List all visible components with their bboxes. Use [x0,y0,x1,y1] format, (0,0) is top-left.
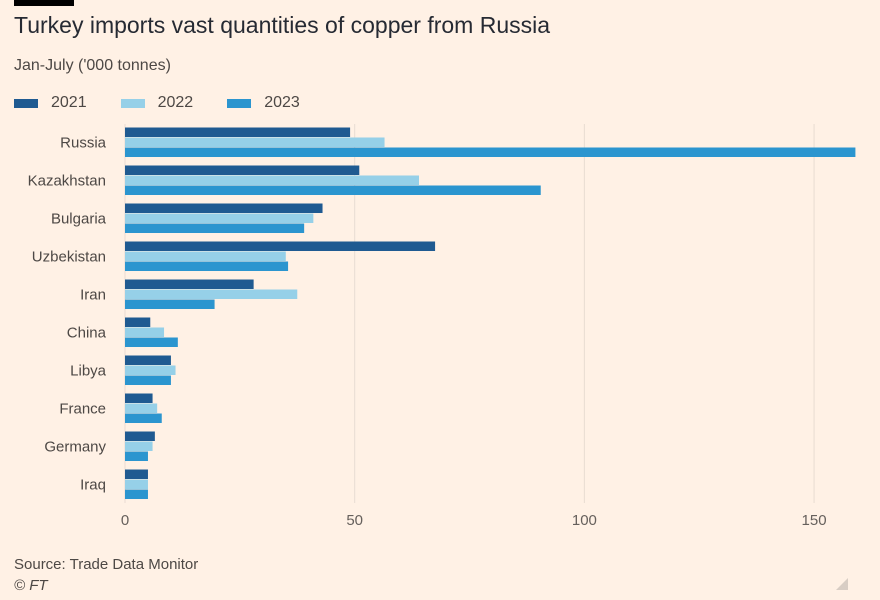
bar-iran-2023 [125,299,215,309]
chart-legend: 2021 2022 2023 [14,93,334,113]
resize-handle-icon [836,578,848,590]
x-tick-label-50: 50 [346,512,363,529]
bar-uzbekistan-2022 [125,251,286,261]
category-label-libya: Libya [70,363,107,380]
bar-iraq-2021 [125,469,148,479]
bar-bulgaria-2022 [125,213,314,223]
bar-iran-2021 [125,279,254,289]
chart-subtitle: Jan-July ('000 tonnes) [14,57,171,74]
bar-france-2021 [125,393,153,403]
category-label-uzbekistan: Uzbekistan [32,249,106,266]
bar-germany-2023 [125,451,148,461]
category-label-china: China [67,325,107,342]
bar-germany-2021 [125,431,155,441]
legend-item-2021: 2021 [14,94,87,112]
bars [125,127,856,499]
bar-china-2022 [125,327,165,337]
legend-item-2023: 2023 [227,94,300,112]
category-label-germany: Germany [44,439,106,456]
bar-russia-2022 [125,137,385,147]
bar-iraq-2022 [125,479,148,489]
category-label-iran: Iran [80,287,106,304]
bar-bulgaria-2021 [125,203,323,213]
bar-china-2021 [125,317,151,327]
x-tick-label-0: 0 [121,512,129,529]
x-tick-label-100: 100 [572,512,597,529]
legend-label-2023: 2023 [264,94,300,111]
bar-uzbekistan-2021 [125,241,436,251]
bar-kazakhstan-2021 [125,165,360,175]
legend-swatch-2021 [14,98,38,108]
bar-germany-2022 [125,441,153,451]
category-label-russia: Russia [60,135,107,152]
bar-libya-2021 [125,355,171,365]
bar-china-2023 [125,337,178,347]
chart-title: Turkey imports vast quantities of copper… [14,12,551,38]
bar-libya-2023 [125,375,171,385]
bar-uzbekistan-2023 [125,261,289,271]
legend-swatch-2022 [120,98,145,108]
category-label-iraq: Iraq [80,477,106,494]
bar-kazakhstan-2023 [125,185,541,195]
bar-france-2023 [125,413,162,423]
x-axis-ticks: 0 50 100 150 [121,512,827,529]
legend-swatch-2023 [227,98,252,108]
bar-iraq-2023 [125,489,148,499]
category-label-france: France [59,401,106,418]
category-label-bulgaria: Bulgaria [51,211,107,228]
bar-france-2022 [125,403,158,413]
ft-brand-bar [14,0,74,6]
bar-libya-2022 [125,365,176,375]
bar-bulgaria-2023 [125,223,305,233]
x-tick-label-150: 150 [802,512,827,529]
legend-label-2022: 2022 [157,94,194,111]
bar-russia-2023 [125,147,856,157]
source-note: Source: Trade Data Monitor [14,556,199,573]
bar-russia-2021 [125,127,351,137]
copyright-credit: © FT [14,577,48,594]
legend-label-2021: 2021 [51,94,87,111]
legend-item-2022: 2022 [120,94,194,112]
category-labels: Russia Kazakhstan Bulgaria Uzbekistan Iran Ch… [28,135,107,494]
bar-iran-2022 [125,289,298,299]
category-label-kazakhstan: Kazakhstan [28,173,106,190]
bar-kazakhstan-2022 [125,175,419,185]
